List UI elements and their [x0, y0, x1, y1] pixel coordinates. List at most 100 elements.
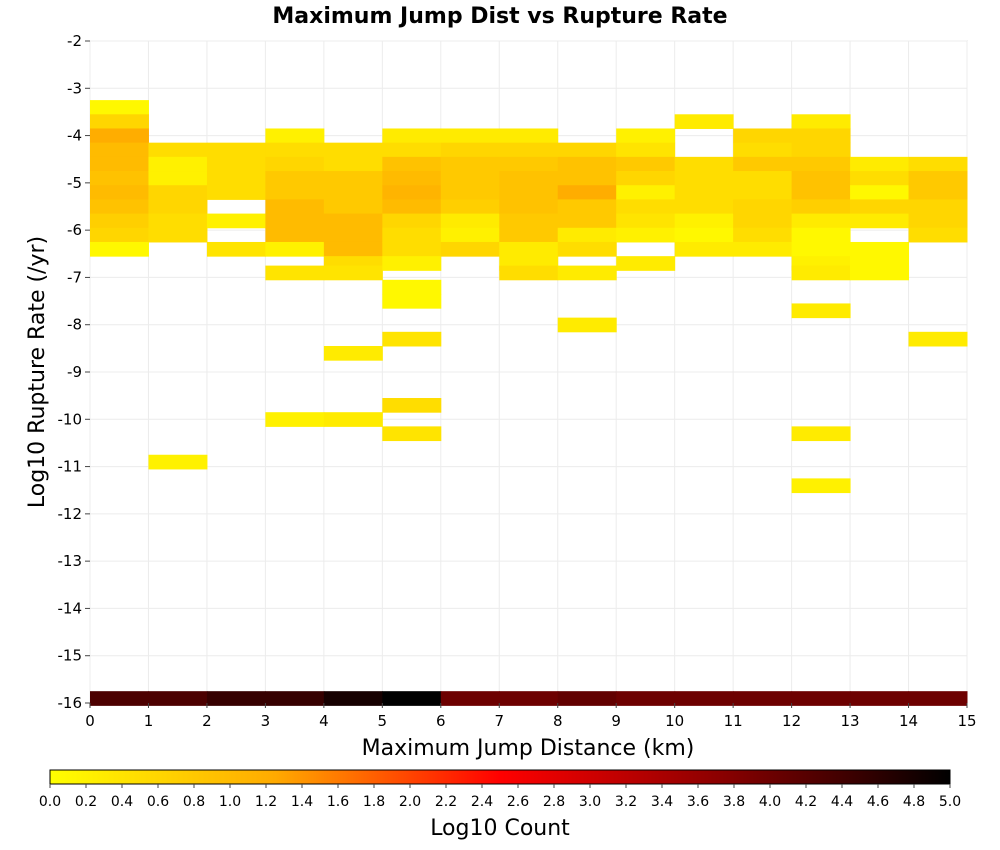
heatmap-cell	[440, 227, 500, 243]
heatmap-cell	[850, 213, 910, 229]
heatmap-cell	[148, 227, 208, 243]
colorbar-tick-label: 3.4	[651, 794, 673, 810]
heatmap-cell	[908, 185, 968, 200]
heatmap-cell	[323, 142, 383, 158]
heatmap-cell	[499, 227, 559, 243]
colorbar-tick-label: 0.6	[147, 794, 169, 810]
x-tick-label: 9	[611, 712, 621, 730]
heatmap-cell	[323, 241, 383, 257]
heatmap-cell	[908, 691, 968, 706]
y-tick-label: -11	[58, 458, 83, 476]
x-tick-label: 12	[782, 712, 801, 730]
heatmap-cell	[791, 199, 851, 215]
y-tick-label: -3	[67, 79, 82, 97]
heatmap-cell	[90, 691, 149, 706]
heatmap-cell	[90, 227, 149, 243]
heatmap-cell	[557, 156, 617, 172]
colorbar-tick-label: 1.0	[219, 794, 241, 810]
heatmap-cell	[382, 171, 442, 186]
heatmap-cell	[265, 412, 325, 427]
colorbar-tick-label: 0.2	[75, 794, 97, 810]
heatmap-cell	[440, 171, 500, 186]
heatmap-cell	[908, 213, 968, 229]
heatmap-cell	[382, 256, 442, 271]
x-axis-ticks: 0 1 2 3 4 5 6 7 8 9 10 11 12 13 14 15	[85, 703, 977, 730]
heatmap-cell	[733, 171, 793, 186]
y-tick-label: -5	[67, 174, 82, 192]
heatmap-cell	[323, 412, 383, 427]
x-tick-label: 7	[494, 712, 504, 730]
heatmap-cell	[674, 199, 734, 215]
heatmap-cell	[206, 185, 266, 200]
heatmap-cell	[382, 142, 442, 158]
y-tick-label: -12	[58, 505, 83, 523]
y-tick-label: -9	[67, 363, 82, 381]
y-tick-label: -16	[58, 694, 83, 712]
heatmap-cell	[323, 156, 383, 172]
heatmap-cell	[206, 171, 266, 186]
heatmap-cell	[557, 185, 617, 200]
heatmap-cell	[791, 426, 851, 442]
heatmap-cell	[382, 199, 442, 215]
colorbar-tick-label: 3.6	[687, 794, 709, 810]
colorbar-tick-label: 1.8	[363, 794, 385, 810]
x-tick-label: 0	[85, 712, 95, 730]
heatmap-cell	[674, 213, 734, 229]
heatmap-cell	[791, 213, 851, 229]
heatmap-cell	[791, 114, 851, 129]
heatmap-cell	[382, 156, 442, 172]
heatmap-cell	[382, 185, 442, 200]
heatmap-cell	[733, 691, 793, 706]
heatmap-cell	[674, 691, 734, 706]
heatmap-cell	[440, 691, 500, 706]
colorbar-tick-label: 2.6	[507, 794, 529, 810]
heatmap-cell	[265, 142, 325, 158]
heatmap-cell	[791, 691, 851, 706]
heatmap-cell	[382, 691, 442, 706]
heatmap-cell	[148, 142, 208, 158]
heatmap-cell	[499, 213, 559, 229]
heatmap-cell	[850, 241, 910, 257]
heatmap-cell	[440, 156, 500, 172]
y-tick-label: -14	[58, 599, 83, 617]
heatmap-cell	[791, 241, 851, 257]
heatmap-cell	[148, 199, 208, 215]
colorbar-tick-label: 3.8	[723, 794, 745, 810]
heatmap-cell	[557, 227, 617, 243]
heatmap-cell	[265, 199, 325, 215]
colorbar-tick-label: 3.0	[579, 794, 601, 810]
heatmap-cell	[90, 199, 149, 215]
heatmap-cell	[148, 454, 208, 470]
heatmap-cell	[265, 156, 325, 172]
heatmap-cell	[382, 331, 442, 347]
heatmap-cell	[323, 691, 383, 706]
heatmap-cell	[206, 241, 266, 257]
heatmap-cell	[908, 227, 968, 243]
colorbar-tick-label: 0.8	[183, 794, 205, 810]
heatmap-cell	[382, 293, 442, 309]
heatmap-cell	[90, 241, 149, 257]
heatmap-cell	[791, 303, 851, 319]
heatmap-cell	[791, 478, 851, 494]
x-tick-label: 3	[261, 712, 271, 730]
heatmap-cell	[382, 426, 442, 442]
heatmap-cell	[265, 171, 325, 186]
x-tick-label: 8	[553, 712, 563, 730]
heatmap-cell	[499, 156, 559, 172]
colorbar	[49, 769, 951, 785]
colorbar-tick-label: 4.2	[795, 794, 817, 810]
heatmap-cell	[616, 213, 676, 229]
y-tick-label: -13	[58, 552, 83, 570]
heatmap-cell	[557, 317, 617, 333]
heatmap-cell	[265, 185, 325, 200]
colorbar-tick-label: 4.0	[759, 794, 781, 810]
heatmap-cell	[382, 241, 442, 257]
x-tick-label: 14	[899, 712, 918, 730]
heatmap-cell	[850, 199, 910, 215]
heatmap-cell	[674, 185, 734, 200]
heatmap-cell	[557, 241, 617, 257]
heatmap-cell	[382, 227, 442, 243]
heatmap-cell	[499, 265, 559, 281]
heatmap-cell	[206, 156, 266, 172]
